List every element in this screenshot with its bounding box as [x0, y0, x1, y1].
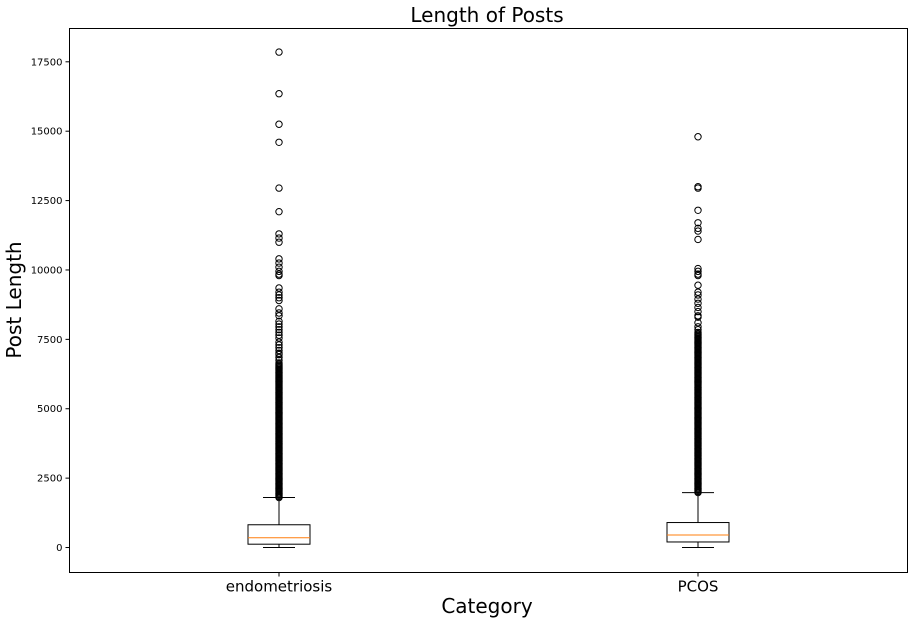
outlier-point — [275, 238, 283, 246]
y-axis: 0 2500 5000 7500 10000 12500 15000 17500 — [31, 57, 70, 554]
outlier-point — [694, 291, 702, 299]
y-tick-label: 7500 — [37, 335, 62, 346]
outlier-point — [275, 120, 283, 128]
outlier-point — [275, 356, 283, 364]
outlier-point — [275, 309, 283, 317]
outlier-point — [275, 359, 283, 367]
y-tick-label: 5000 — [37, 404, 62, 415]
outlier-point — [694, 313, 702, 321]
outlier-point — [275, 353, 283, 362]
iqr-box — [247, 524, 311, 545]
iqr-box — [666, 522, 730, 543]
outlier-point — [275, 331, 283, 339]
plot-area — [69, 28, 908, 573]
outlier-point — [275, 255, 283, 263]
outlier-point — [694, 264, 702, 273]
y-tick-label: 2500 — [37, 474, 62, 485]
box-group — [247, 48, 311, 549]
outlier-point — [275, 296, 283, 305]
y-tick-label: 17500 — [31, 57, 63, 68]
outlier-point — [275, 350, 283, 359]
box-group — [666, 133, 730, 549]
outlier-point — [694, 295, 702, 303]
outlier-point — [275, 346, 283, 355]
outlier-point — [694, 325, 702, 334]
x-axis-title: Category — [441, 594, 533, 618]
outlier-point — [275, 338, 283, 346]
outlier-point — [275, 317, 283, 326]
outlier-point — [694, 267, 702, 276]
outlier-point — [694, 271, 702, 280]
y-tick-label: 10000 — [31, 265, 63, 276]
outlier-point — [275, 334, 283, 342]
x-axis: endometriosis PCOS — [226, 572, 719, 596]
y-tick-label: 12500 — [31, 196, 63, 207]
outlier-point — [275, 343, 283, 352]
y-tick-label: 0 — [56, 543, 62, 554]
outlier-point — [275, 184, 283, 192]
outlier-point — [275, 263, 283, 271]
outlier-point — [275, 291, 283, 299]
outlier-point — [275, 48, 283, 56]
outlier-point — [275, 267, 283, 276]
outlier-point — [275, 288, 283, 296]
outlier-point — [275, 305, 283, 313]
y-tick-label: 15000 — [31, 127, 63, 138]
outlier-point — [694, 184, 702, 192]
outlier-point — [275, 312, 283, 320]
outlier-point — [275, 328, 283, 337]
outlier-point — [275, 284, 283, 292]
outlier-point — [694, 227, 702, 235]
outlier-point — [275, 271, 283, 280]
outlier-point — [275, 207, 283, 216]
outlier-point — [694, 307, 702, 316]
outlier-point — [694, 299, 702, 307]
outlier-point — [275, 341, 283, 349]
outlier-point — [694, 235, 702, 244]
outlier-point — [694, 133, 702, 141]
outlier-point — [694, 281, 702, 289]
outlier-point — [275, 234, 283, 242]
outlier-point — [694, 224, 702, 233]
outlier-point — [275, 294, 283, 302]
outlier-point — [694, 288, 702, 296]
outlier-point — [275, 325, 283, 334]
outlier-point — [275, 138, 283, 146]
outlier-point — [694, 319, 702, 327]
outlier-point — [694, 219, 702, 227]
boxes — [247, 48, 730, 549]
y-axis-title: Post Length — [2, 241, 26, 358]
chart-title: Length of Posts — [410, 3, 563, 27]
outlier-point — [275, 320, 283, 328]
outlier-point — [694, 206, 702, 214]
x-tick-label: PCOS — [678, 578, 719, 596]
outlier-point — [275, 259, 283, 267]
outlier-point — [694, 323, 702, 331]
outlier-point — [694, 328, 702, 337]
outlier-point — [275, 230, 283, 238]
outlier-point — [275, 323, 283, 331]
outlier-point — [275, 90, 283, 98]
outlier-point — [694, 303, 702, 312]
x-tick-label: endometriosis — [226, 578, 333, 596]
